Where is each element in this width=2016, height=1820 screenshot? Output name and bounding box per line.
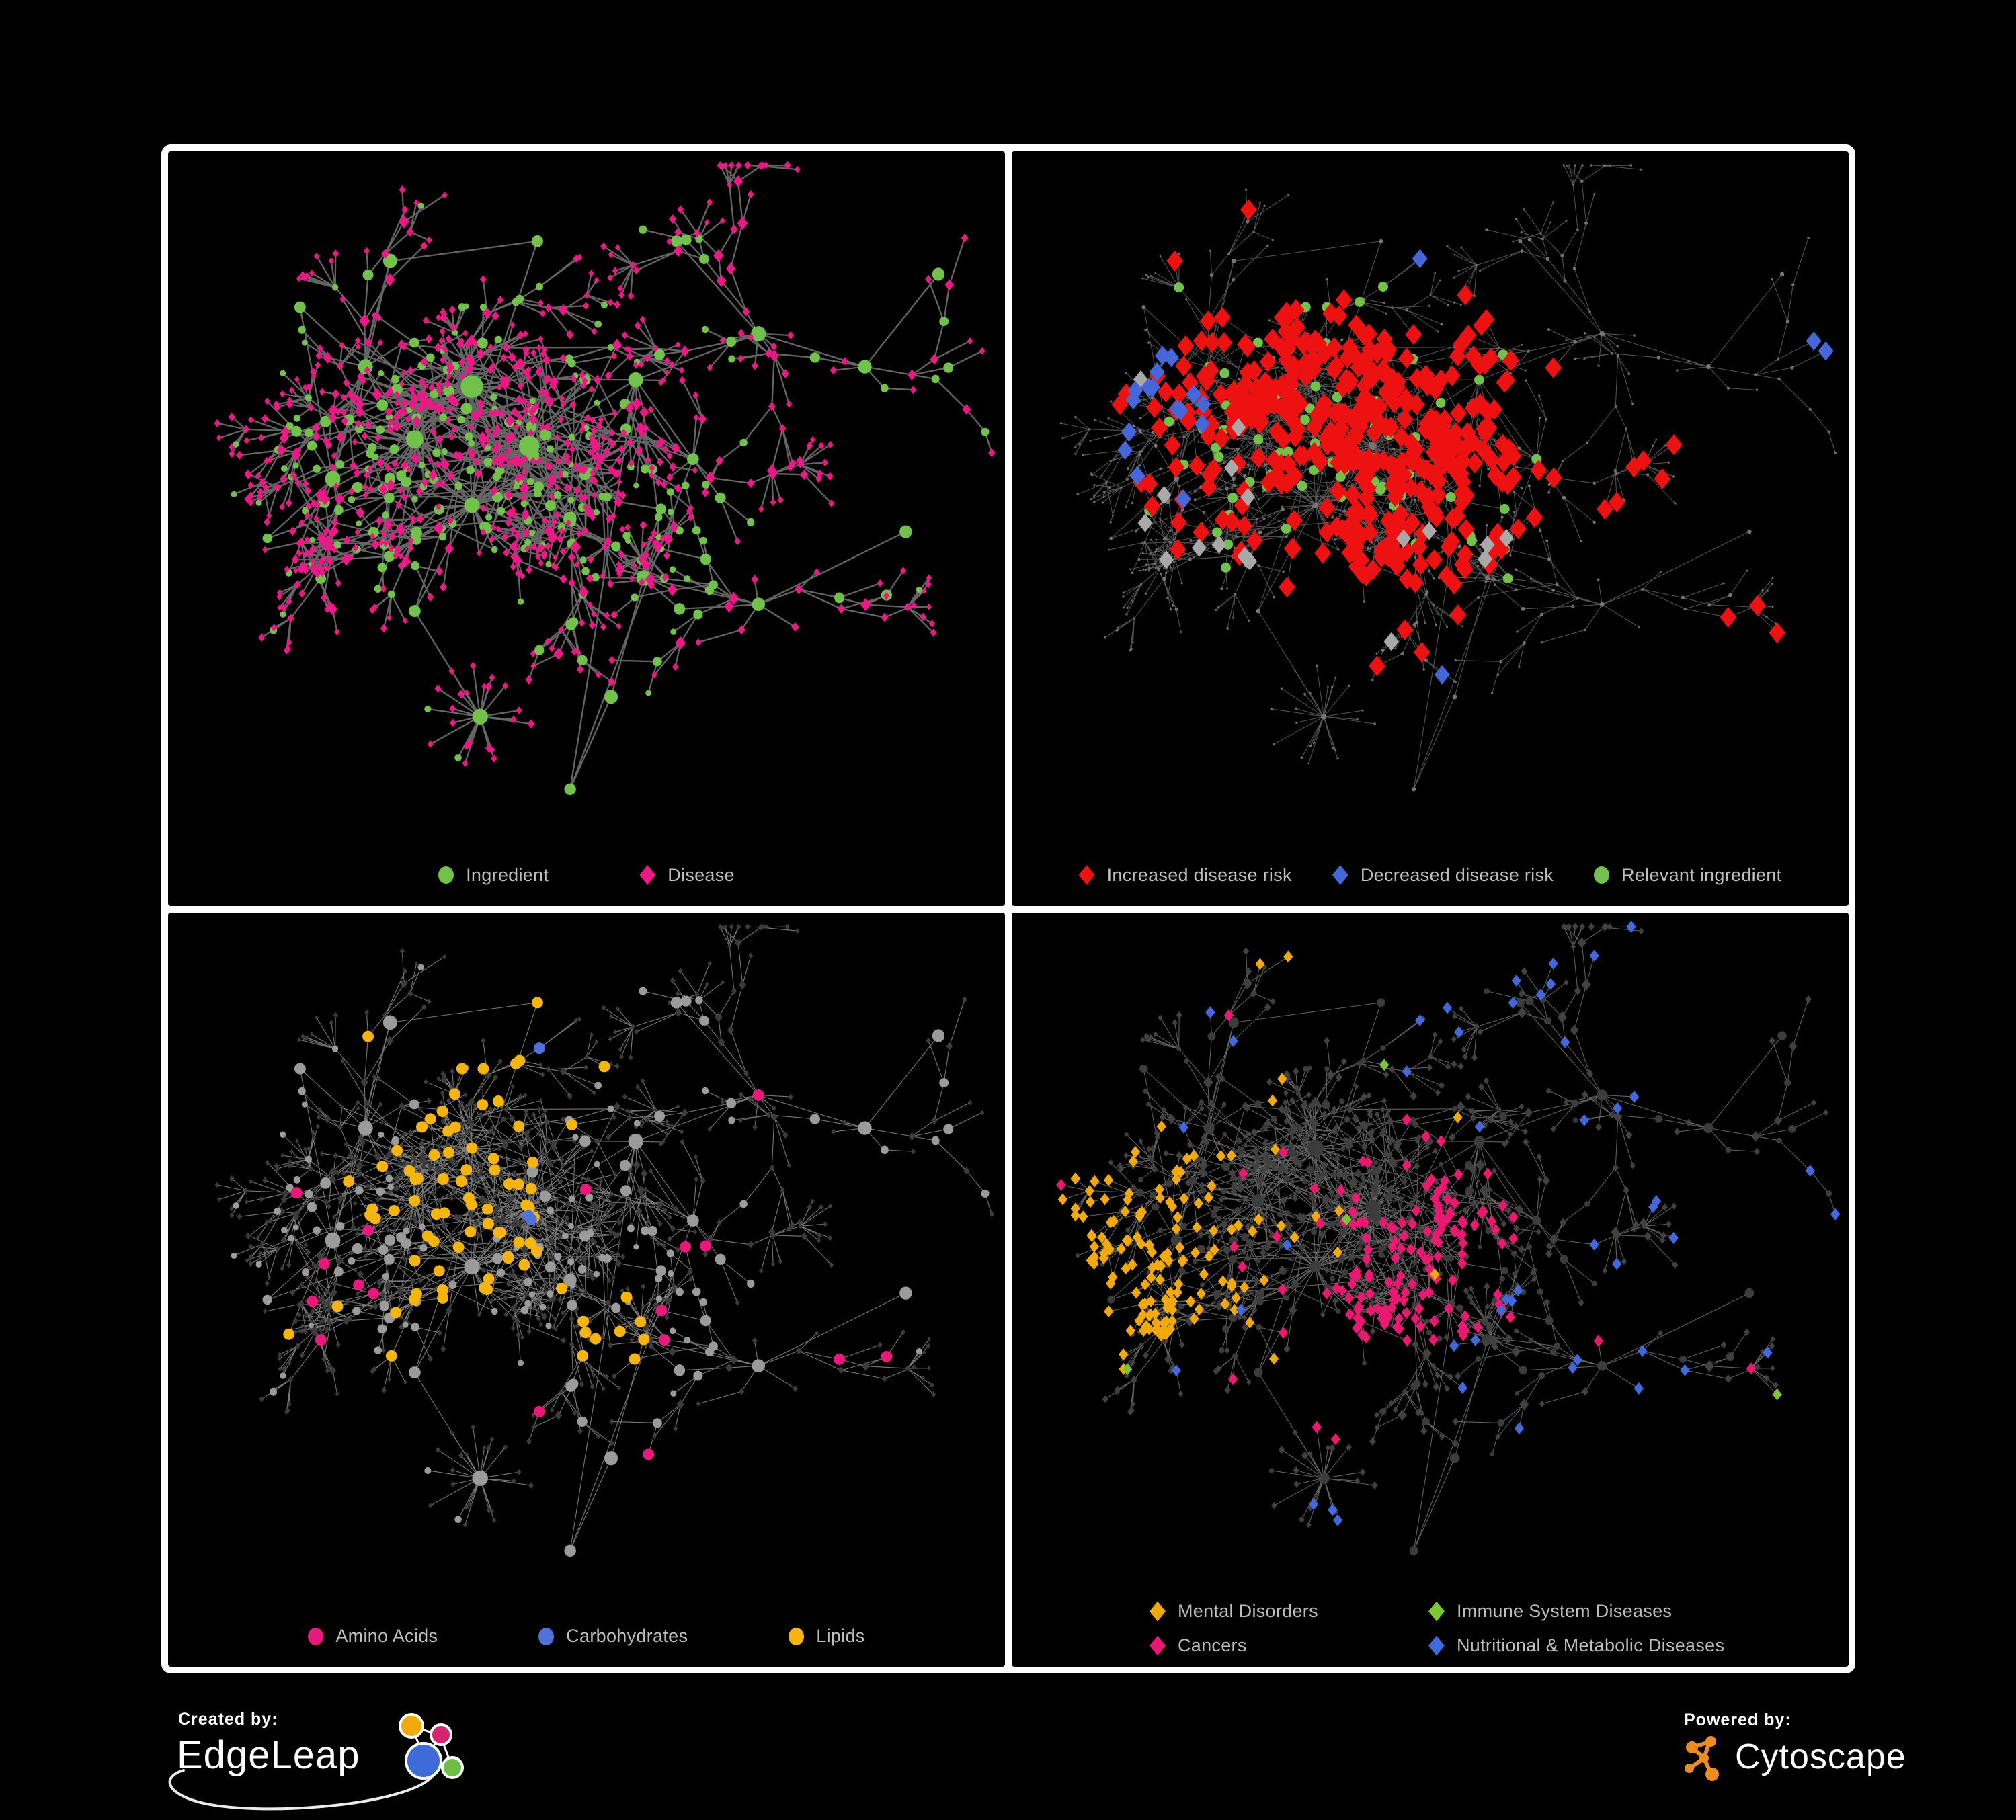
cytoscape-logo [1685, 1736, 1719, 1781]
legend-item-amino-acids: Amino Acids [308, 1626, 438, 1647]
created-by-label: Created by: [178, 1710, 278, 1729]
created-by-block: Created by: EdgeLeap [165, 1706, 481, 1817]
increased-risk-diamond-icon [1078, 865, 1095, 885]
legend-disease-risk: Increased disease risk Decreased disease… [1012, 865, 1849, 886]
panel-disease-categories: Mental Disorders Immune System Diseases … [1012, 912, 1849, 1667]
cytoscape-brand: Cytoscape [1735, 1737, 1906, 1776]
panel-disease-risk: Increased disease risk Decreased disease… [1012, 151, 1849, 906]
carbohydrates-circle-icon [538, 1627, 555, 1645]
lipids-circle-icon [789, 1627, 805, 1645]
legend-nutrient-categories: Amino Acids Carbohydrates Lipids [168, 1626, 1005, 1647]
legend-label: Ingredient [466, 864, 549, 885]
legend-item-lipids: Lipids [789, 1626, 864, 1647]
powered-by-label: Powered by: [1684, 1710, 1791, 1729]
panel-ingredient-disease: Ingredient Disease [168, 151, 1005, 906]
legend-label: Carbohydrates [566, 1626, 688, 1646]
relevant-ingredient-circle-icon [1594, 866, 1610, 884]
cancers-diamond-icon [1150, 1635, 1166, 1656]
legend-item-ingredient: Ingredient [438, 865, 549, 886]
legend-item-nutritional-metabolic: Nutritional & Metabolic Diseases [1428, 1635, 1724, 1656]
edgeleap-logo [168, 1713, 464, 1811]
edgeleap-brand: EdgeLeap [177, 1733, 360, 1777]
legend-item-decreased-risk: Decreased disease risk [1332, 865, 1554, 886]
legend-label: Mental Disorders [1178, 1601, 1318, 1621]
figure-board: Ingredient Disease Increased disease ris… [161, 144, 1855, 1673]
legend-item-relevant-ingredient: Relevant ingredient [1594, 865, 1781, 886]
mental-disorders-diamond-icon [1150, 1601, 1166, 1622]
legend-item-mental-disorders: Mental Disorders [1150, 1601, 1428, 1622]
legend-ingredient-disease: Ingredient Disease [168, 865, 1005, 886]
decreased-risk-diamond-icon [1332, 865, 1348, 885]
amino-acids-circle-icon [308, 1627, 324, 1645]
legend-label: Cancers [1178, 1635, 1247, 1655]
legend-item-immune-diseases: Immune System Diseases [1428, 1601, 1724, 1622]
legend-label: Decreased disease risk [1360, 864, 1554, 885]
legend-label: Disease [668, 864, 735, 885]
legend-item-carbohydrates: Carbohydrates [538, 1626, 688, 1647]
legend-item-cancers: Cancers [1150, 1635, 1428, 1656]
legend-label: Nutritional & Metabolic Diseases [1457, 1635, 1725, 1655]
network-graph-disease-categories [1056, 920, 1841, 1555]
network-graph-ingredient-disease [214, 161, 996, 796]
network-graph-nutrient-categories [214, 923, 995, 1557]
panel-nutrient-categories: Amino Acids Carbohydrates Lipids [168, 912, 1005, 1667]
legend-label: Amino Acids [335, 1626, 438, 1646]
powered-by-block: Powered by: Cytoscape [1684, 1710, 1906, 1784]
legend-disease-categories: Mental Disorders Immune System Diseases … [1012, 1601, 1849, 1656]
legend-item-disease: Disease [639, 865, 735, 886]
legend-item-increased-risk: Increased disease risk [1078, 864, 1292, 886]
legend-label: Increased disease risk [1106, 864, 1292, 885]
legend-label: Lipids [816, 1626, 865, 1646]
immune-diseases-diamond-icon [1428, 1601, 1445, 1622]
disease-diamond-icon [639, 865, 656, 885]
legend-label: Relevant ingredient [1621, 864, 1782, 885]
network-graph-disease-risk [1059, 164, 1837, 792]
nutritional-metabolic-diamond-icon [1428, 1635, 1445, 1656]
ingredient-circle-icon [438, 866, 454, 884]
legend-label: Immune System Diseases [1457, 1601, 1672, 1621]
